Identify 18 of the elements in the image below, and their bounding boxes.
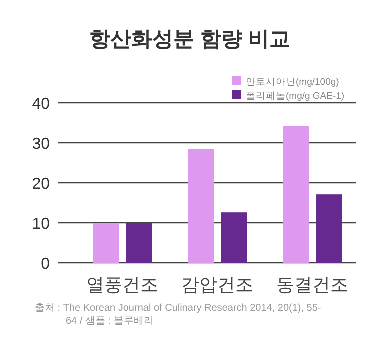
source-note: 출처 : The Korean Journal of Culinary Research 2014, 20(1), 55-64 / 샘플 : 블루베리 [35,302,322,328]
chart-title: 항산화성분 함량 비교 [90,28,290,51]
legend-label: 안토시아닌(mg/100g) [246,77,340,88]
bar [93,223,119,263]
y-tick-label: 30 [32,136,50,153]
y-tick-label: 10 [32,216,50,233]
bar [316,194,342,263]
x-tick-label: 감압건조 [182,275,254,295]
y-tick-label: 20 [32,176,50,193]
y-tick-label: 0 [41,256,50,273]
y-tick-label: 40 [32,96,50,113]
bar [188,149,214,263]
bar [126,223,152,263]
legend-label: 폴리페놀(mg/g GAE-1) [246,91,345,102]
bar [221,212,247,263]
bar [283,126,309,263]
x-tick-label: 열풍건조 [86,275,158,295]
x-tick-label: 동결건조 [276,275,348,295]
